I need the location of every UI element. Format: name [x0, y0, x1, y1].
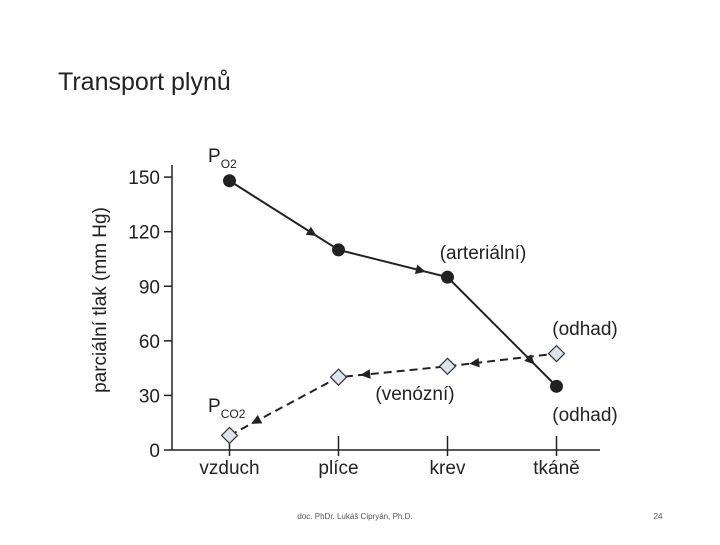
- slide-title: Transport plynů: [58, 68, 231, 96]
- annotation: (venózní): [375, 384, 454, 405]
- point: [438, 357, 457, 376]
- series-label-main: P: [208, 146, 221, 167]
- x-tick-label: tkáně: [533, 458, 579, 479]
- y-tick-label: 120: [128, 223, 160, 244]
- annotation: (odhad): [552, 405, 618, 426]
- x-tick-label: vzduch: [199, 458, 259, 479]
- point: [329, 368, 348, 387]
- series-label: PO2: [208, 146, 237, 171]
- point: [223, 174, 236, 188]
- arrowhead: [414, 264, 426, 274]
- x-tick-label: krev: [430, 458, 466, 479]
- y-axis-label: parciální tlak (mm Hg): [90, 207, 111, 393]
- arrowhead: [469, 357, 480, 368]
- arrowhead: [305, 226, 317, 237]
- annotation: (arteriální): [440, 243, 527, 264]
- y-tick-label: 90: [139, 277, 160, 298]
- arrowhead: [360, 369, 371, 379]
- arrowhead: [251, 414, 263, 424]
- series-line: [228, 179, 558, 388]
- series-label-main: P: [208, 396, 221, 417]
- point: [332, 243, 345, 257]
- arrowhead: [524, 354, 535, 365]
- y-tick-label: 150: [128, 168, 160, 189]
- annotation: (odhad): [552, 319, 618, 340]
- point: [547, 344, 566, 363]
- footer: doc. PhDr. Lukáš Cipryán, Ph.D.: [297, 512, 412, 521]
- y-tick-label: 30: [139, 386, 160, 407]
- y-tick-label: 0: [149, 441, 160, 462]
- point: [550, 379, 563, 393]
- series-label: PCO2: [208, 396, 246, 421]
- series-line: [229, 352, 557, 437]
- point: [220, 426, 239, 445]
- page-number: 24: [654, 512, 663, 521]
- y-tick-label: 60: [139, 332, 160, 353]
- point: [441, 270, 454, 284]
- x-tick-label: plíce: [318, 458, 358, 479]
- series-label-sub: CO2: [221, 407, 246, 421]
- series-label-sub: O2: [221, 157, 237, 171]
